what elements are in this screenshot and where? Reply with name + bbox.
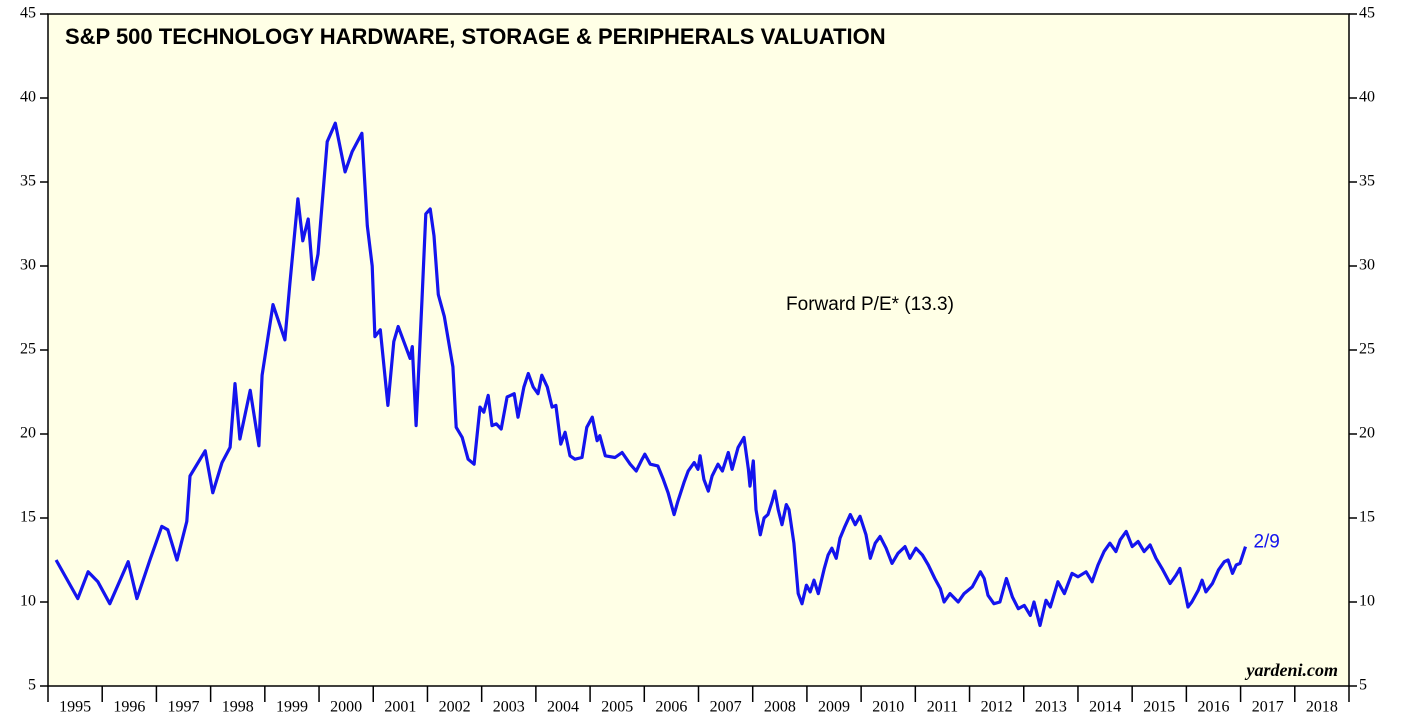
x-tick-label: 2010: [872, 699, 904, 716]
end-label: 2/9: [1253, 532, 1279, 553]
x-tick-label: 2008: [764, 699, 796, 716]
y2-tick-label: 15: [1359, 509, 1375, 526]
y2-tick-label: 40: [1359, 89, 1375, 106]
y-tick-label: 30: [20, 257, 36, 274]
x-tick-label: 2000: [330, 699, 362, 716]
x-tick-label: 2017: [1252, 699, 1284, 716]
x-tick-label: 2015: [1143, 699, 1175, 716]
plot-area: [47, 13, 1350, 687]
y2-tick-label: 45: [1359, 5, 1375, 22]
y-tick-label: 40: [20, 89, 36, 106]
y-tick-label: 20: [20, 425, 36, 442]
x-tick-label: 2011: [927, 699, 958, 716]
x-tick-label: 2005: [601, 699, 633, 716]
y2-tick-label: 25: [1359, 341, 1375, 358]
data-line: [54, 121, 1248, 628]
y-tick-label: 5: [28, 677, 36, 694]
x-tick-label: 1995: [59, 699, 91, 716]
y-tick-label: 15: [20, 509, 36, 526]
x-tick-label: 2006: [655, 699, 687, 716]
x-tick-label: 1998: [222, 699, 254, 716]
y2-tick-label: 35: [1359, 173, 1375, 190]
source: yardeni.com: [1245, 660, 1339, 680]
x-tick-label: 2003: [493, 699, 525, 716]
x-tick-label: 2009: [818, 699, 850, 716]
x-tick-label: 2002: [439, 699, 471, 716]
y2-tick-label: 5: [1359, 677, 1367, 694]
x-tick-label: 2004: [547, 699, 579, 716]
y-tick-label: 45: [20, 5, 36, 22]
x-tick-label: 2018: [1306, 699, 1338, 716]
x-tick-label: 2007: [710, 699, 742, 716]
y2-tick-label: 10: [1359, 593, 1375, 610]
chart-title: S&P 500 TECHNOLOGY HARDWARE, STORAGE & P…: [65, 24, 886, 49]
y2-tick-label: 30: [1359, 257, 1375, 274]
y-tick-label: 35: [20, 173, 36, 190]
x-tick-label: 2012: [981, 699, 1013, 716]
annotation: Forward P/E* (13.3): [786, 294, 954, 315]
y-tick-label: 25: [20, 341, 36, 358]
x-tick-label: 2001: [384, 699, 416, 716]
x-tick-label: 1999: [276, 699, 308, 716]
x-tick-label: 2016: [1197, 699, 1229, 716]
x-tick-label: 1996: [113, 699, 145, 716]
x-tick-label: 1997: [168, 699, 200, 716]
x-tick-label: 2013: [1035, 699, 1067, 716]
y2-tick-label: 20: [1359, 425, 1375, 442]
y-tick-label: 10: [20, 593, 36, 610]
x-tick-label: 2014: [1089, 699, 1121, 716]
